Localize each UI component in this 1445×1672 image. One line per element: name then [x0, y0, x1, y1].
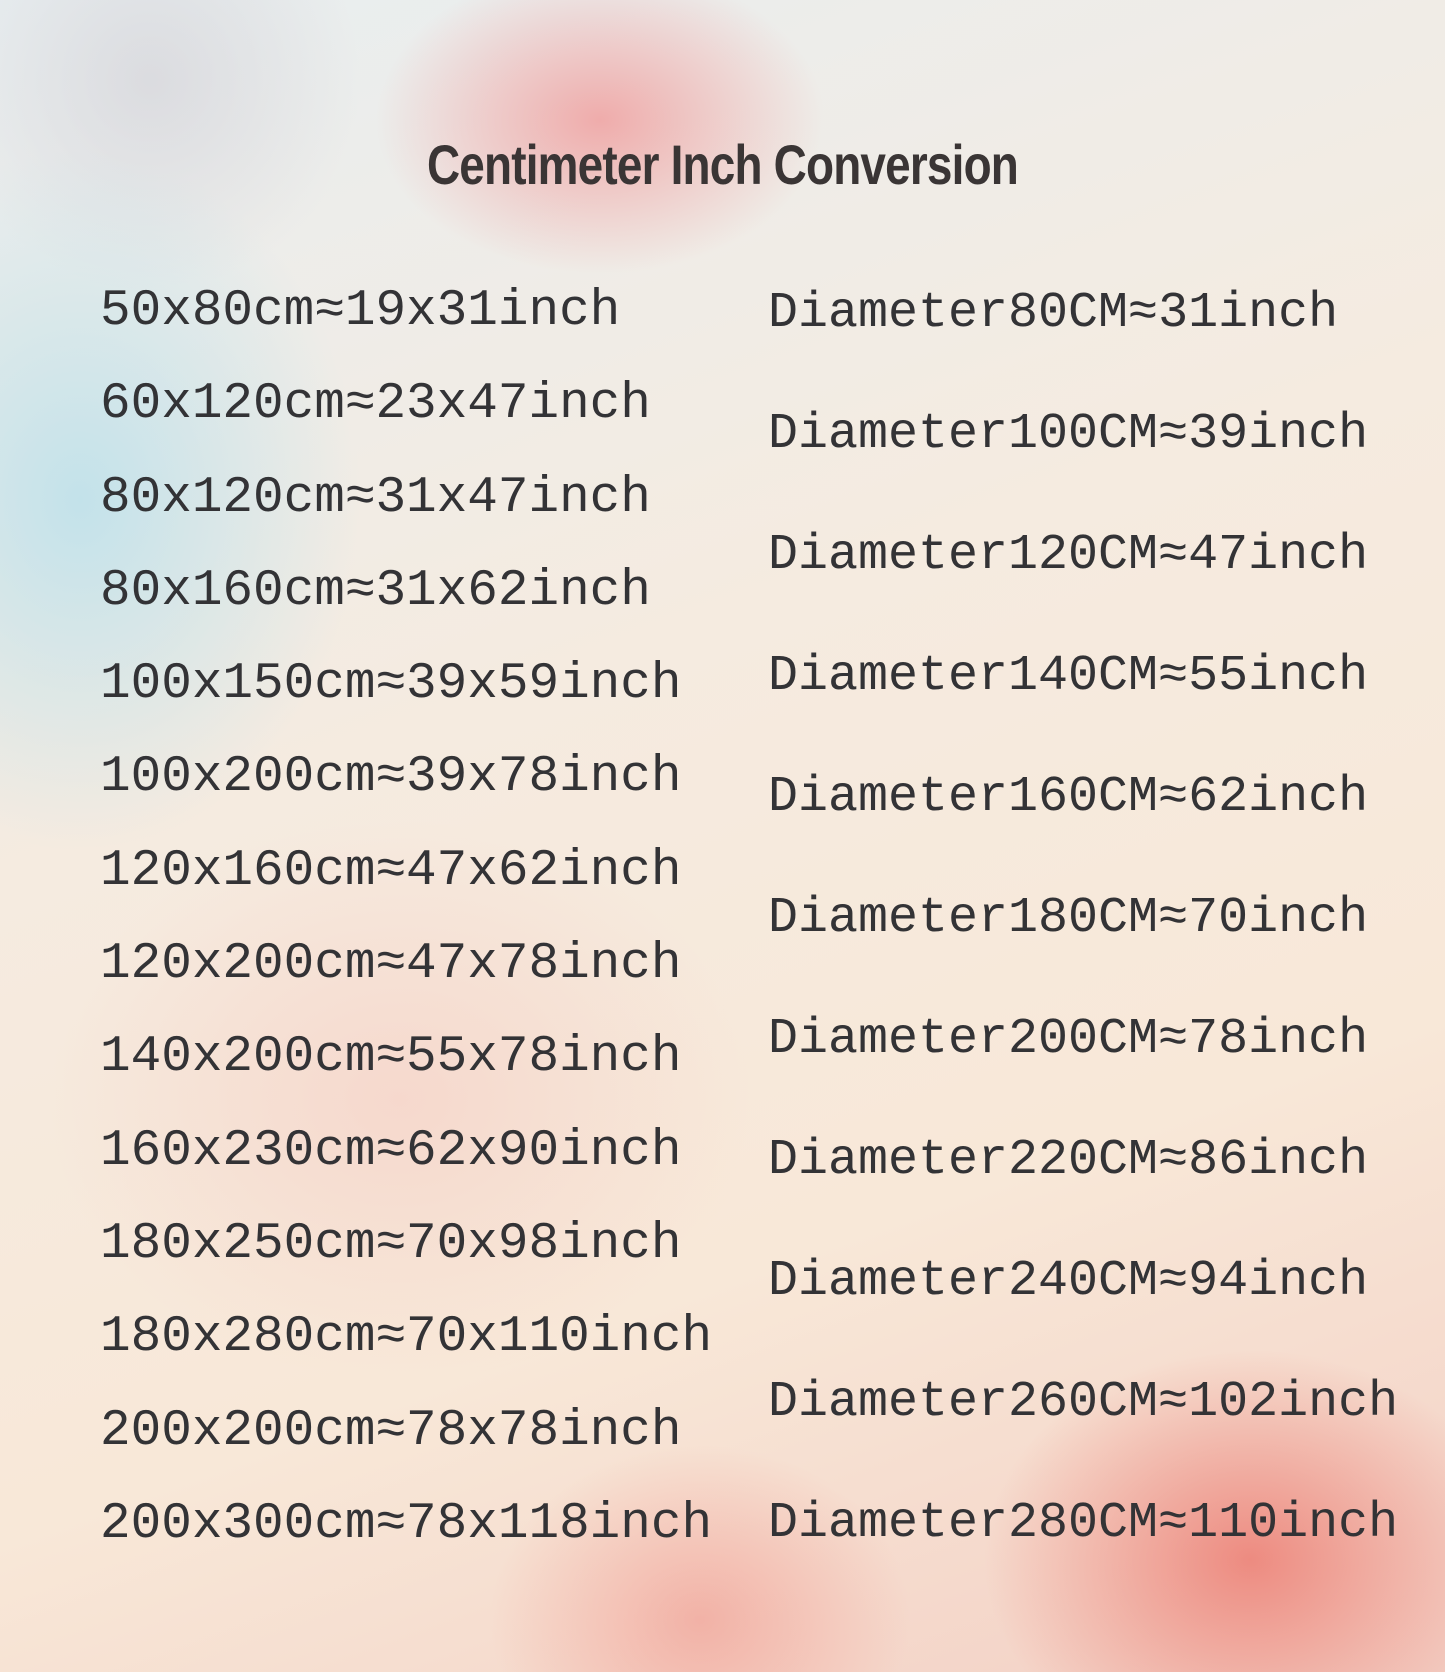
size-conversion-item: 120x160cm≈47x62inch: [100, 842, 682, 900]
size-conversion-item: Diameter240CM≈94inch: [768, 1253, 1369, 1310]
size-conversion-item: 50x80cm≈19x31inch: [100, 283, 621, 340]
diameter-size-list: Diameter80CM≈31inch Diameter100CM≈39inch D…: [768, 284, 1398, 1615]
rectangle-size-list: 50x80cm≈19x31inch 60x120cm≈23x47inch 80x12…: [100, 282, 712, 1588]
size-conversion-item: 180x280cm≈70x110inch: [100, 1309, 713, 1367]
size-conversion-item: Diameter260CM≈102inch: [768, 1374, 1399, 1431]
size-conversion-item: 60x120cm≈23x47inch: [100, 376, 651, 434]
size-conversion-item: Diameter280CM≈110inch: [768, 1495, 1399, 1552]
size-conversion-item: Diameter160CM≈62inch: [768, 769, 1369, 826]
size-conversion-item: Diameter120CM≈47inch: [768, 527, 1369, 584]
size-conversion-item: 200x300cm≈78x118inch: [100, 1495, 713, 1553]
size-conversion-item: 80x160cm≈31x62inch: [100, 562, 651, 620]
size-conversion-item: 80x120cm≈31x47inch: [100, 469, 651, 527]
size-conversion-item: Diameter220CM≈86inch: [768, 1132, 1369, 1189]
size-conversion-item: 160x230cm≈62x90inch: [100, 1122, 682, 1180]
size-conversion-item: Diameter200CM≈78inch: [768, 1011, 1369, 1068]
size-conversion-item: 100x200cm≈39x78inch: [100, 749, 682, 807]
size-conversion-item: 140x200cm≈55x78inch: [100, 1029, 682, 1087]
size-conversion-item: 180x250cm≈70x98inch: [100, 1215, 682, 1273]
size-conversion-item: Diameter140CM≈55inch: [768, 648, 1369, 705]
page-title: Centimeter Inch Conversion: [426, 133, 1019, 196]
size-conversion-item: 120x200cm≈47x78inch: [100, 936, 682, 994]
size-conversion-item: Diameter100CM≈39inch: [768, 406, 1369, 463]
size-conversion-item: Diameter80CM≈31inch: [768, 285, 1339, 342]
size-conversion-item: 100x150cm≈39x59inch: [100, 656, 682, 714]
size-conversion-item: Diameter180CM≈70inch: [768, 890, 1369, 947]
size-conversion-item: 200x200cm≈78x78inch: [100, 1402, 682, 1460]
